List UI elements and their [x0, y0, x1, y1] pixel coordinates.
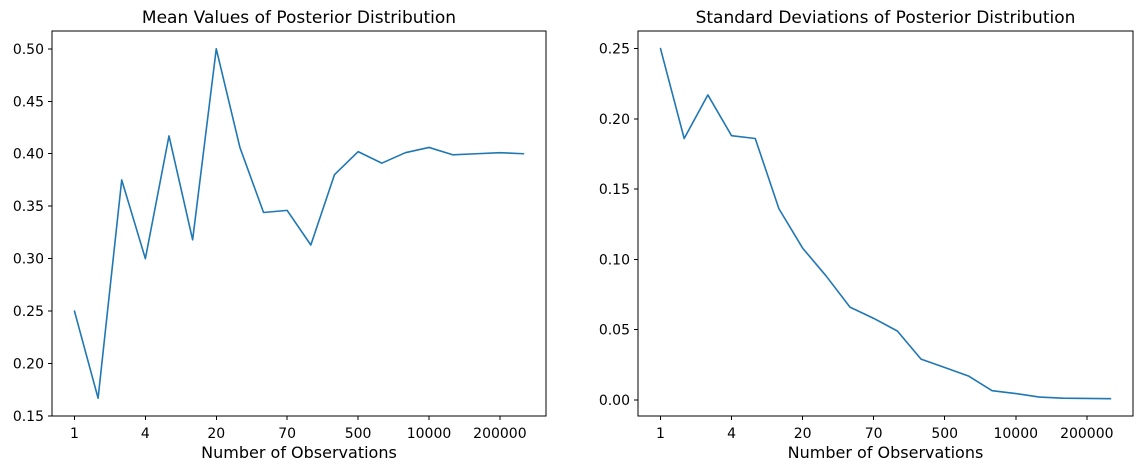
x-axis-label-std: Number of Observations	[787, 443, 984, 462]
chart-title-std: Standard Deviations of Posterior Distrib…	[695, 8, 1076, 28]
y-tick-label: 0.20	[599, 112, 630, 128]
y-tick-label: 0.45	[13, 94, 44, 110]
x-tick-label: 70	[865, 426, 883, 442]
x-tick-label: 10000	[993, 426, 1038, 442]
y-tick-label: 0.10	[599, 252, 630, 268]
y-tick-label: 0.05	[599, 323, 630, 339]
x-tick-label: 70	[278, 426, 296, 442]
y-tick-label: 0.15	[13, 409, 44, 425]
y-tick-label: 0.25	[599, 42, 630, 58]
x-tick-label: 10000	[407, 426, 452, 442]
x-tick-label: 500	[931, 426, 958, 442]
x-tick-label: 20	[794, 426, 812, 442]
x-tick-label: 4	[141, 426, 150, 442]
x-tick-label: 4	[727, 426, 736, 442]
y-tick-label: 0.50	[13, 42, 44, 58]
x-tick-label: 200000	[1060, 426, 1113, 442]
y-tick-label: 0.40	[13, 147, 44, 163]
y-tick-label: 0.25	[13, 304, 44, 320]
y-tick-label: 0.00	[599, 393, 630, 409]
plot-frame	[637, 30, 1134, 417]
x-tick-label: 200000	[473, 426, 526, 442]
y-tick-label: 0.35	[13, 199, 44, 215]
x-tick-label: 20	[207, 426, 225, 442]
y-tick-label: 0.30	[13, 252, 44, 268]
x-tick-label: 1	[656, 426, 665, 442]
chart-title-mean: Mean Values of Posterior Distribution	[141, 8, 457, 28]
plot-frame	[51, 30, 547, 417]
data-line-posterior-mean	[73, 48, 525, 399]
y-tick-label: 0.20	[13, 357, 44, 373]
x-axis-label-mean: Number of Observations	[201, 443, 397, 462]
x-tick-label: 500	[345, 426, 372, 442]
data-line-posterior-std	[659, 47, 1112, 400]
y-tick-label: 0.15	[599, 182, 630, 198]
x-tick-label: 1	[70, 426, 79, 442]
